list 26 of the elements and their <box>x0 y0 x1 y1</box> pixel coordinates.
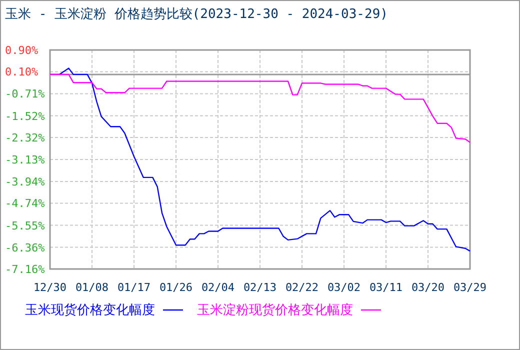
x-tick-label: 02/04 <box>201 281 235 294</box>
x-tick-label: 01/17 <box>117 281 151 294</box>
y-tick-label: -2.32% <box>5 131 46 144</box>
y-tick-label: -7.16% <box>5 263 46 276</box>
x-tick-label: 02/13 <box>243 281 277 294</box>
legend-label: 玉米现货价格变化幅度 <box>25 302 155 318</box>
x-tick-label: 03/29 <box>453 281 487 294</box>
chart-title: 玉米 - 玉米淀粉 价格趋势比较(2023-12-30 - 2024-03-29) <box>5 7 388 22</box>
x-tick-label: 12/30 <box>33 281 67 294</box>
x-tick-label: 01/26 <box>159 281 193 294</box>
x-tick-label: 02/22 <box>285 281 319 294</box>
y-tick-label: -0.71% <box>5 88 46 101</box>
x-tick-label: 03/20 <box>411 281 445 294</box>
x-tick-label: 01/08 <box>75 281 109 294</box>
y-tick-label: -3.94% <box>5 176 46 189</box>
x-tick-label: 03/02 <box>327 281 361 294</box>
y-tick-label: -3.13% <box>5 154 46 166</box>
y-tick-label: -6.36% <box>5 241 46 254</box>
legend-label: 玉米淀粉现货价格变化幅度 <box>197 302 353 318</box>
x-tick-label: 03/11 <box>369 281 403 294</box>
y-tick-label: -5.55% <box>5 219 46 232</box>
y-tick-label: -4.74% <box>5 197 46 210</box>
line-series <box>49 74 471 143</box>
y-tick-label: 0.90% <box>5 44 38 57</box>
y-tick-label: 0.10% <box>5 66 38 79</box>
y-tick-label: -1.52% <box>5 110 46 123</box>
